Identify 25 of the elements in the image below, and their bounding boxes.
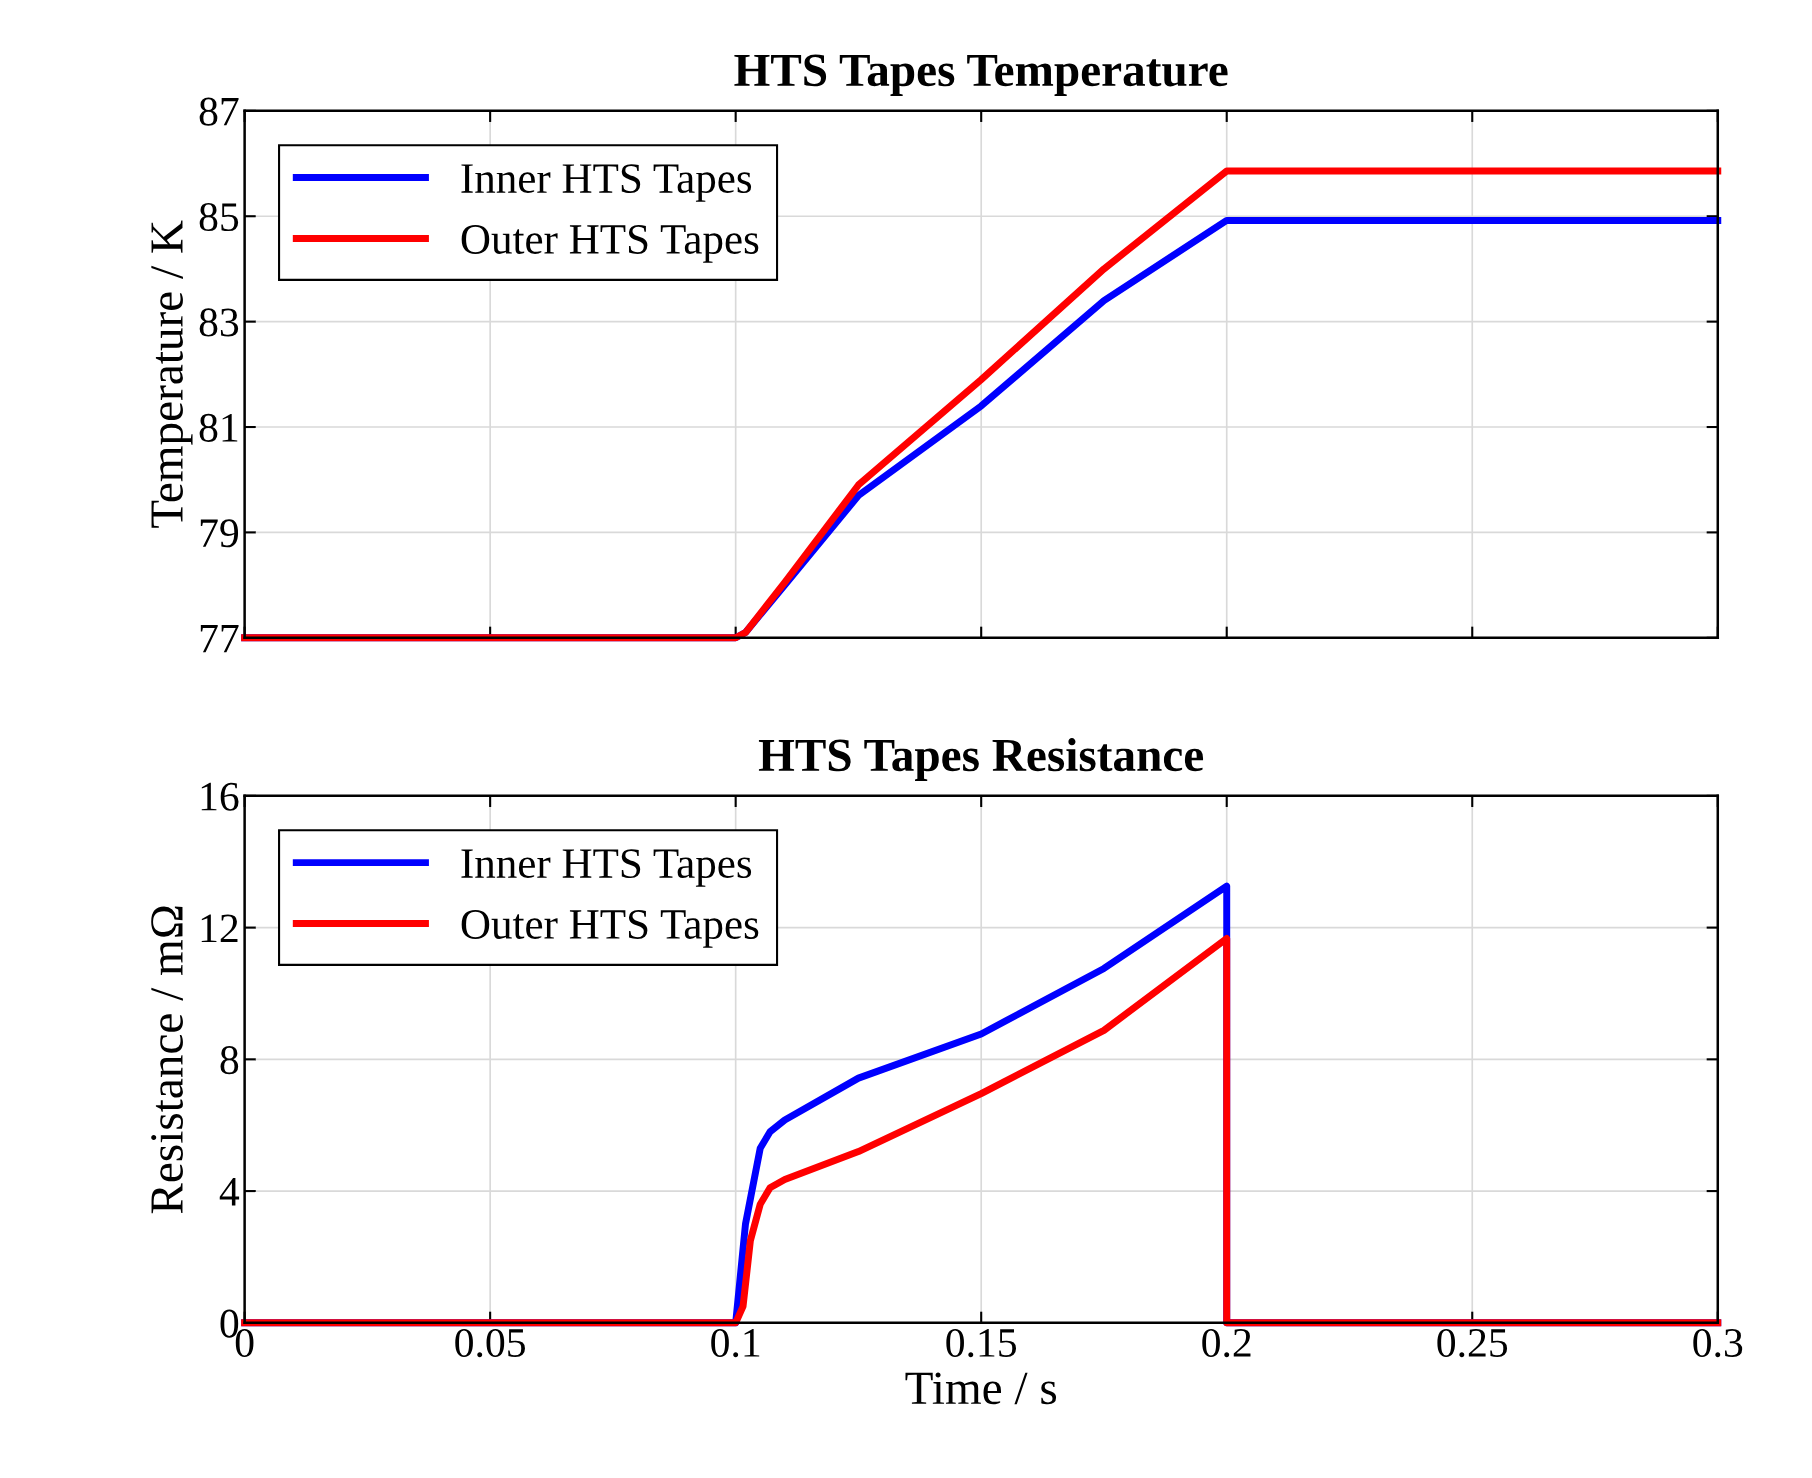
legend-label: Outer HTS Tapes: [461, 224, 759, 263]
x-tick-label: 0.25: [1437, 1328, 1508, 1358]
y-axis-title: Resistance / mΩ: [151, 906, 183, 1214]
legend-label: Inner HTS Tapes: [461, 849, 752, 887]
x-tick-label: 0.05: [455, 1328, 525, 1358]
chart-title: HTS Tapes Resistance: [758, 738, 1204, 781]
x-tick-label: 0.2: [1202, 1328, 1251, 1358]
legend-label: Outer HTS Tapes: [461, 910, 759, 948]
y-axis-title: Temperature / K: [151, 220, 193, 528]
x-tick-label: 0.15: [946, 1328, 1017, 1358]
y-tick-label: 79: [200, 519, 239, 548]
y-tick-label: 87: [199, 97, 239, 126]
legend-label: Inner HTS Tapes: [461, 164, 752, 202]
x-axis-title: Time / s: [905, 1372, 1057, 1405]
y-tick-label: 8: [220, 1046, 239, 1075]
y-tick-label: 85: [199, 202, 239, 232]
x-tick-label: 0.1: [711, 1328, 760, 1358]
y-tick-label: 4: [219, 1178, 240, 1206]
y-tick-label: 12: [201, 914, 238, 943]
y-tick-label: 77: [200, 624, 239, 653]
chart-title: HTS Tapes Temperature: [734, 54, 1228, 96]
y-tick-label: 16: [201, 782, 239, 811]
y-tick-label: 81: [199, 413, 238, 442]
x-tick-label: 0.3: [1693, 1328, 1743, 1358]
y-tick-label: 83: [199, 308, 239, 337]
